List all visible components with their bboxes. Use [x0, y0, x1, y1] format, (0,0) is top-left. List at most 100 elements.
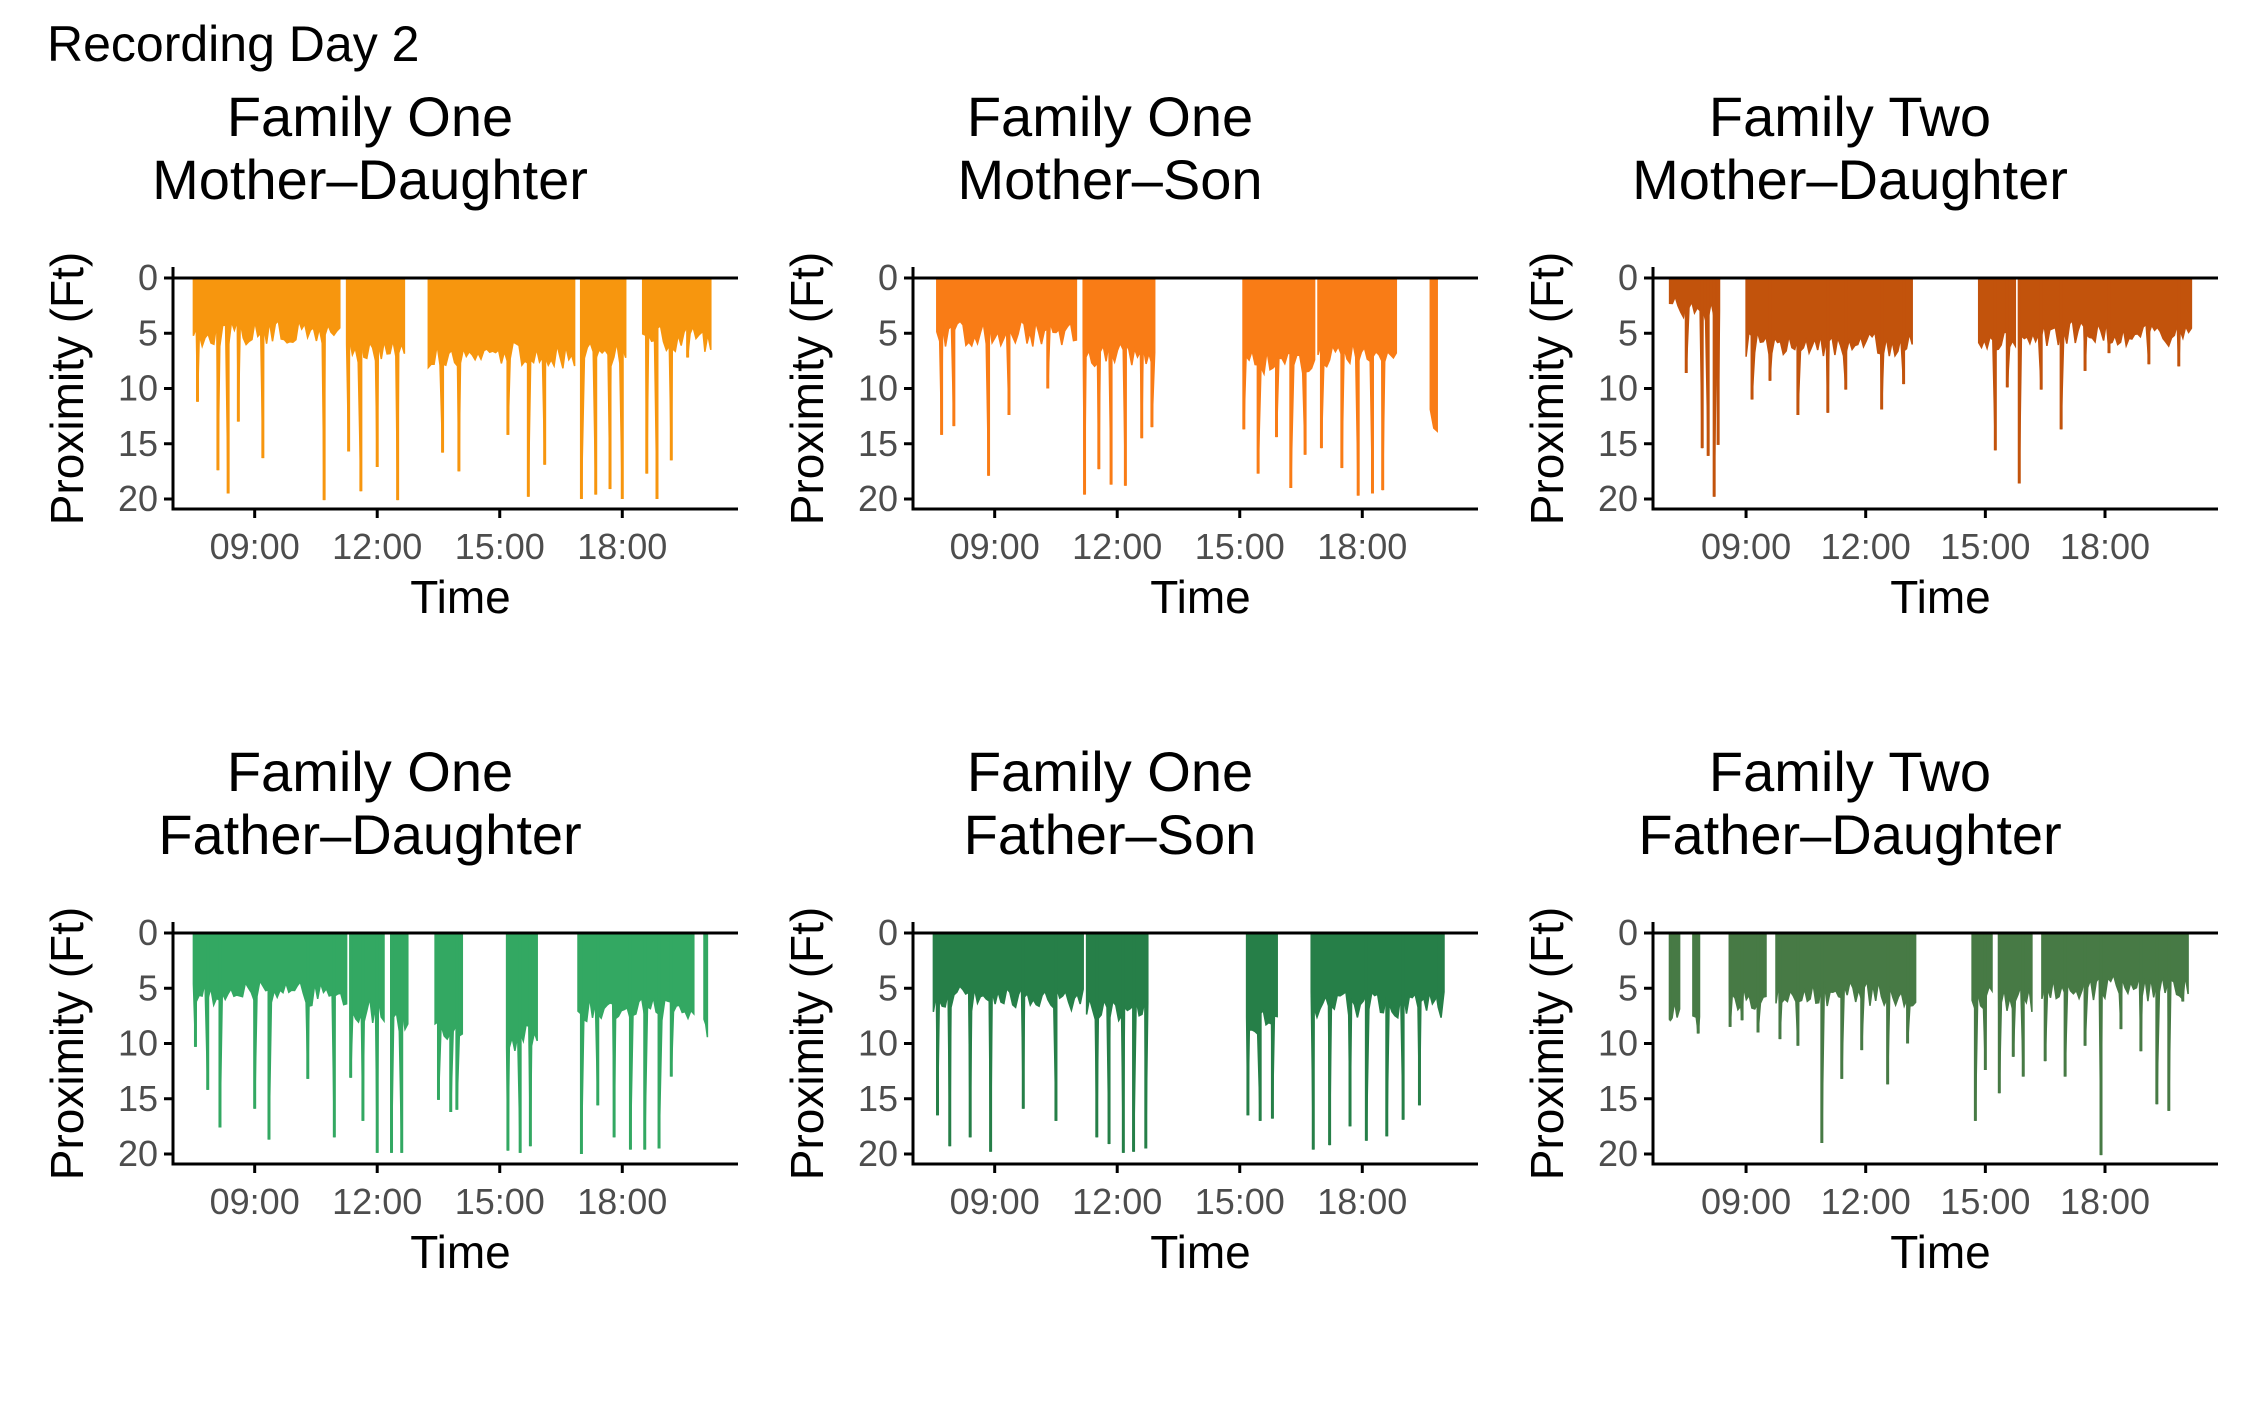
- x-tick-label: 09:00: [1701, 526, 1791, 567]
- y-tick-label: 0: [138, 912, 158, 953]
- y-tick-label: 15: [1598, 423, 1638, 464]
- x-tick-label: 12:00: [332, 1181, 422, 1222]
- chart-svg: 0 5 10 15 20 09:00 12:00 15:00 18:00 Time Proximit…: [1521, 252, 2218, 623]
- x-axis-title: Time: [410, 571, 511, 623]
- panel-title-pair: Father–Daughter: [158, 803, 582, 866]
- y-tick-label: 10: [1598, 368, 1638, 409]
- x-tick-label: 12:00: [1072, 1181, 1162, 1222]
- panel-title-family: Family One: [966, 85, 1254, 148]
- chart-svg: 0 5 10 15 20 09:00 12:00 15:00 18:00 Time Proximit…: [781, 252, 1478, 623]
- y-tick-label: 20: [118, 478, 158, 519]
- y-tick-label: 0: [1618, 912, 1638, 953]
- panel-title-family: Family One: [226, 740, 514, 803]
- panel-title-pair: Father–Daughter: [1638, 803, 2062, 866]
- y-tick-label: 15: [858, 423, 898, 464]
- x-axis-title: Time: [1890, 1226, 1991, 1278]
- x-tick-label: 09:00: [950, 1181, 1040, 1222]
- x-tick-label: 18:00: [2060, 526, 2150, 567]
- y-tick-label: 20: [118, 1133, 158, 1174]
- proximity-series: [192, 932, 709, 1155]
- x-tick-label: 12:00: [1821, 1181, 1911, 1222]
- x-axis-title: Time: [410, 1226, 511, 1278]
- y-tick-label: 0: [878, 257, 898, 298]
- chart-panel: Family Two Father–Daughter 0 5 10 15 20 09:00 12…: [1480, 740, 2220, 1400]
- y-tick-label: 10: [858, 368, 898, 409]
- proximity-area: [580, 277, 627, 500]
- proximity-series: [932, 932, 1445, 1153]
- x-tick-label: 09:00: [210, 1181, 300, 1222]
- y-tick-label: 0: [878, 912, 898, 953]
- chart-panel: Family Two Mother–Daughter 0 5 10 15 20 09:00 12…: [1480, 85, 2220, 745]
- y-axis-title: Proximity (Ft): [781, 907, 833, 1180]
- proximity-series: [936, 277, 1438, 496]
- chart-svg: 0 5 10 15 20 09:00 12:00 15:00 18:00 Time Proximit…: [41, 252, 738, 623]
- proximity-area: [427, 277, 576, 497]
- y-tick-label: 20: [1598, 1133, 1638, 1174]
- y-axis-title: Proximity (Ft): [41, 252, 93, 525]
- y-axis-title: Proximity (Ft): [781, 252, 833, 525]
- y-tick-label: 10: [118, 1023, 158, 1064]
- x-tick-label: 09:00: [210, 526, 300, 567]
- panel-title-pair: Mother–Son: [957, 148, 1263, 211]
- proximity-series: [1668, 932, 2189, 1156]
- proximity-area: [345, 277, 406, 501]
- y-tick-label: 15: [1598, 1078, 1638, 1119]
- chart-panel: Family One Father–Son 0 5 10 15 20 09:00 12:00 15…: [740, 740, 1480, 1400]
- panel-title-pair: Father–Son: [963, 803, 1257, 866]
- y-tick-label: 10: [858, 1023, 898, 1064]
- y-tick-label: 5: [878, 312, 898, 353]
- proximity-area: [1082, 277, 1156, 495]
- panel-title: Family One Mother–Daughter: [0, 85, 740, 211]
- x-tick-label: 15:00: [1195, 526, 1285, 567]
- x-axis-title: Time: [1150, 571, 1251, 623]
- x-tick-label: 09:00: [1701, 1181, 1791, 1222]
- panel-title-family: Family One: [226, 85, 514, 148]
- y-tick-label: 10: [118, 368, 158, 409]
- y-tick-label: 5: [138, 312, 158, 353]
- proximity-area: [1429, 277, 1438, 433]
- x-tick-label: 15:00: [1940, 1181, 2030, 1222]
- chart-panel: Family One Mother–Daughter 0 5 10 15 20 09:00 12…: [0, 85, 740, 745]
- proximity-series: [1668, 277, 2193, 497]
- panel-title: Family One Mother–Son: [740, 85, 1480, 211]
- panel-title-family: Family One: [966, 740, 1254, 803]
- proximity-area: [505, 932, 538, 1153]
- y-tick-label: 20: [1598, 478, 1638, 519]
- x-tick-label: 18:00: [577, 526, 667, 567]
- y-tick-label: 20: [858, 1133, 898, 1174]
- chart-svg: 0 5 10 15 20 09:00 12:00 15:00 18:00 Time Proximit…: [1521, 907, 2218, 1278]
- x-tick-label: 15:00: [1940, 526, 2030, 567]
- x-tick-label: 15:00: [455, 526, 545, 567]
- proximity-area: [390, 932, 409, 1153]
- x-axis-title: Time: [1890, 571, 1991, 623]
- proximity-area: [192, 277, 341, 501]
- y-tick-label: 5: [138, 967, 158, 1008]
- proximity-area: [936, 277, 1078, 476]
- x-tick-label: 09:00: [950, 526, 1040, 567]
- panel-title: Family One Father–Son: [740, 740, 1480, 866]
- proximity-area: [932, 932, 1084, 1152]
- panel-title-pair: Mother–Daughter: [1632, 148, 2068, 211]
- y-axis-title: Proximity (Ft): [41, 907, 93, 1180]
- x-tick-label: 15:00: [455, 1181, 545, 1222]
- y-tick-label: 5: [1618, 312, 1638, 353]
- chart-panel: Family One Mother–Son 0 5 10 15 20 09:00 12:00 15…: [740, 85, 1480, 745]
- proximity-area: [1977, 277, 2017, 451]
- proximity-series: [192, 277, 712, 501]
- y-tick-label: 5: [1618, 967, 1638, 1008]
- proximity-area: [577, 932, 695, 1155]
- panel-title-family: Family Two: [1708, 740, 1992, 803]
- panel-title-pair: Mother–Daughter: [152, 148, 588, 211]
- proximity-area: [1668, 277, 1721, 497]
- y-tick-label: 10: [1598, 1023, 1638, 1064]
- y-tick-label: 0: [1618, 257, 1638, 298]
- x-tick-label: 18:00: [577, 1181, 667, 1222]
- proximity-area: [2017, 277, 2193, 484]
- page-title: Recording Day 2: [47, 16, 420, 72]
- y-tick-label: 15: [118, 423, 158, 464]
- x-tick-label: 12:00: [332, 526, 422, 567]
- proximity-area: [703, 932, 709, 1038]
- y-axis-title: Proximity (Ft): [1521, 907, 1573, 1180]
- x-tick-label: 12:00: [1072, 526, 1162, 567]
- proximity-area: [1728, 932, 1767, 1033]
